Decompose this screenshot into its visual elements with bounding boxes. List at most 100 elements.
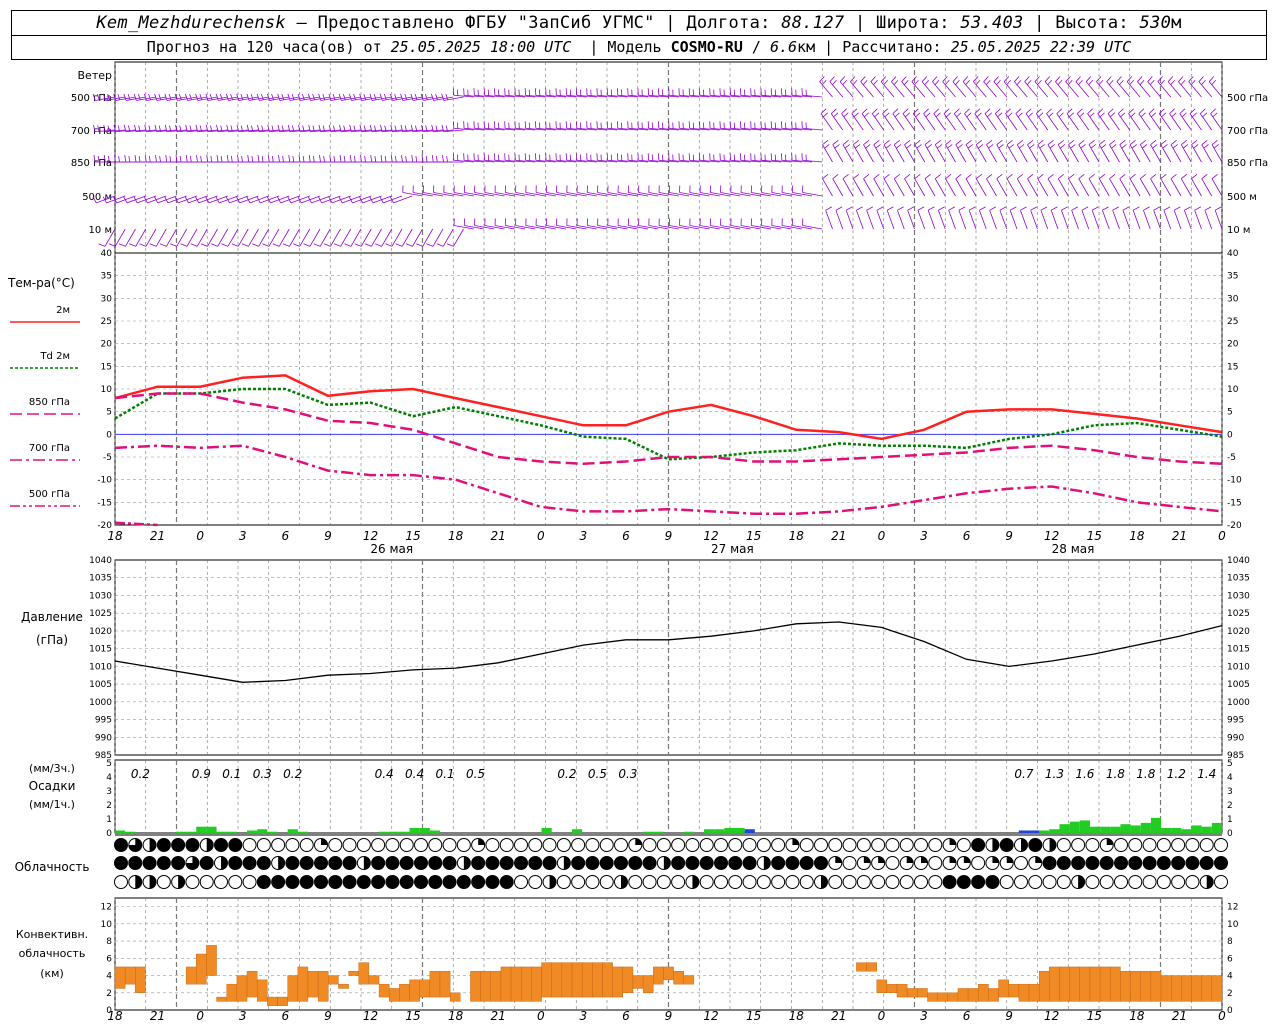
wind-barb-shaft bbox=[856, 210, 864, 230]
wind-barb-flag bbox=[307, 196, 312, 204]
wind-barb-flag bbox=[221, 243, 229, 247]
cloud-circle bbox=[714, 875, 728, 889]
conv-cloud-bar bbox=[328, 975, 339, 985]
wind-barb-flag bbox=[414, 93, 418, 100]
wind-barb-shaft bbox=[1191, 178, 1202, 197]
wind-barb-flag bbox=[1142, 144, 1148, 149]
wind-barb-shaft bbox=[792, 94, 813, 98]
conv-cloud-bar bbox=[1079, 966, 1091, 1002]
conv-cloud-bar bbox=[277, 996, 288, 1006]
wind-barb-flag bbox=[1091, 206, 1099, 211]
wind-barb-flag bbox=[267, 124, 270, 132]
cloud-fill bbox=[278, 856, 285, 870]
wind-barb-flag bbox=[993, 76, 999, 82]
wind-barb-shaft bbox=[515, 94, 536, 98]
wind-barb-shaft bbox=[360, 228, 372, 247]
wind-barb-shaft bbox=[494, 225, 515, 230]
pressure-ytick-right: 1040 bbox=[1227, 556, 1250, 566]
wind-barb-shaft bbox=[914, 178, 926, 197]
cloud-circle bbox=[671, 838, 686, 852]
wind-barb-shaft bbox=[494, 159, 515, 163]
wind-barb-flag bbox=[210, 125, 213, 132]
wind-barb-shaft bbox=[1075, 81, 1090, 98]
cloud-circle bbox=[371, 838, 386, 852]
wind-barb-flag bbox=[1099, 140, 1105, 145]
wind-barb-shaft bbox=[638, 225, 659, 230]
wind-barb-flag bbox=[190, 243, 198, 247]
wind-barb-flag bbox=[338, 196, 343, 204]
cloud-fill bbox=[971, 875, 985, 889]
conv-cloud-bar bbox=[1059, 966, 1070, 1002]
wind-barb-flag bbox=[1129, 80, 1135, 86]
time-tick-label-bottom: 21 bbox=[1172, 1009, 1187, 1023]
time-tick-label-bottom: 21 bbox=[831, 1009, 846, 1023]
wind-barb-flag bbox=[190, 156, 192, 163]
conv-cloud-bar bbox=[185, 966, 197, 985]
wind-barb-flag bbox=[247, 155, 250, 163]
time-tick-label-bottom: 3 bbox=[920, 1009, 928, 1023]
wind-barb-flag bbox=[935, 140, 941, 145]
wind-barb-shaft bbox=[309, 228, 321, 247]
wind-barb-flag bbox=[329, 155, 332, 163]
wind-barb-flag bbox=[1060, 144, 1066, 149]
cloud-circle bbox=[571, 838, 586, 852]
wind-barb-shaft bbox=[962, 81, 977, 98]
pressure-ytick-left: 1040 bbox=[89, 556, 112, 566]
cloud-fill bbox=[1057, 856, 1071, 870]
wind-barb-shaft bbox=[975, 178, 987, 197]
wind-barb-flag bbox=[845, 206, 853, 211]
wind-barb-flag bbox=[117, 125, 120, 132]
cloud-fill bbox=[243, 856, 257, 870]
wind-barb-shaft bbox=[1068, 178, 1079, 197]
wind-barb-flag bbox=[117, 93, 121, 100]
wind-barb-flag bbox=[339, 155, 342, 163]
wind-barb-shaft bbox=[1076, 113, 1090, 131]
cloud-circle bbox=[499, 838, 514, 852]
cloud-fill bbox=[992, 838, 999, 852]
wind-barb-flag bbox=[866, 206, 874, 211]
wind-barb-flag bbox=[917, 206, 925, 211]
precip-sum-label: 1.4 bbox=[1197, 767, 1216, 781]
wind-barb-shaft bbox=[1009, 210, 1018, 230]
wind-barb-flag bbox=[148, 125, 151, 132]
wind-barb-shaft bbox=[876, 210, 885, 230]
wind-barb-flag bbox=[303, 243, 311, 247]
cloud-circle bbox=[1042, 875, 1057, 889]
wind-barb-shaft bbox=[792, 192, 813, 197]
conv-ytick-right: 0 bbox=[1227, 1006, 1233, 1016]
precip-bar bbox=[643, 831, 654, 833]
wind-barb-shaft bbox=[720, 225, 741, 230]
wind-barb-flag bbox=[1014, 76, 1020, 82]
cloud-fill bbox=[971, 838, 985, 852]
wind-barb-flag bbox=[1119, 174, 1126, 179]
cloud-fill bbox=[906, 856, 914, 863]
conv-cloud-bar bbox=[409, 979, 420, 1002]
wind-barb-flag bbox=[277, 124, 280, 132]
precip-bar bbox=[1100, 826, 1111, 833]
time-tick-label-bottom: 9 bbox=[665, 1009, 673, 1023]
wind-barb-flag bbox=[1061, 206, 1068, 211]
wind-barb-shaft bbox=[1210, 113, 1223, 131]
wind-barb-flag bbox=[256, 196, 261, 204]
time-tick-label-bottom: 18 bbox=[1129, 1009, 1145, 1023]
wind-barb-shaft bbox=[1163, 210, 1172, 230]
conv-ytick-left: 12 bbox=[101, 903, 112, 913]
cloud-fill bbox=[621, 875, 628, 889]
wind-barb-flag bbox=[369, 93, 373, 101]
wind-barb-flag bbox=[1161, 112, 1167, 118]
wind-barb-shaft bbox=[965, 178, 977, 197]
conv-ytick-right: 6 bbox=[1227, 954, 1233, 964]
precip-bar bbox=[724, 827, 735, 833]
wind-barb-flag bbox=[189, 93, 192, 100]
wind-barb-shaft bbox=[566, 192, 587, 197]
cloud-fill bbox=[563, 856, 571, 870]
time-tick-label: 9 bbox=[324, 529, 332, 543]
time-tick-label: 0 bbox=[878, 529, 886, 543]
wind-barb-flag bbox=[343, 156, 346, 163]
temp-ytick-left: 10 bbox=[101, 385, 113, 395]
wind-barb-flag bbox=[292, 156, 295, 163]
wind-barb-shaft bbox=[372, 195, 392, 204]
cloud-circle bbox=[871, 875, 886, 889]
wind-barb-flag bbox=[103, 155, 106, 163]
wind-barb-flag bbox=[1047, 140, 1054, 145]
